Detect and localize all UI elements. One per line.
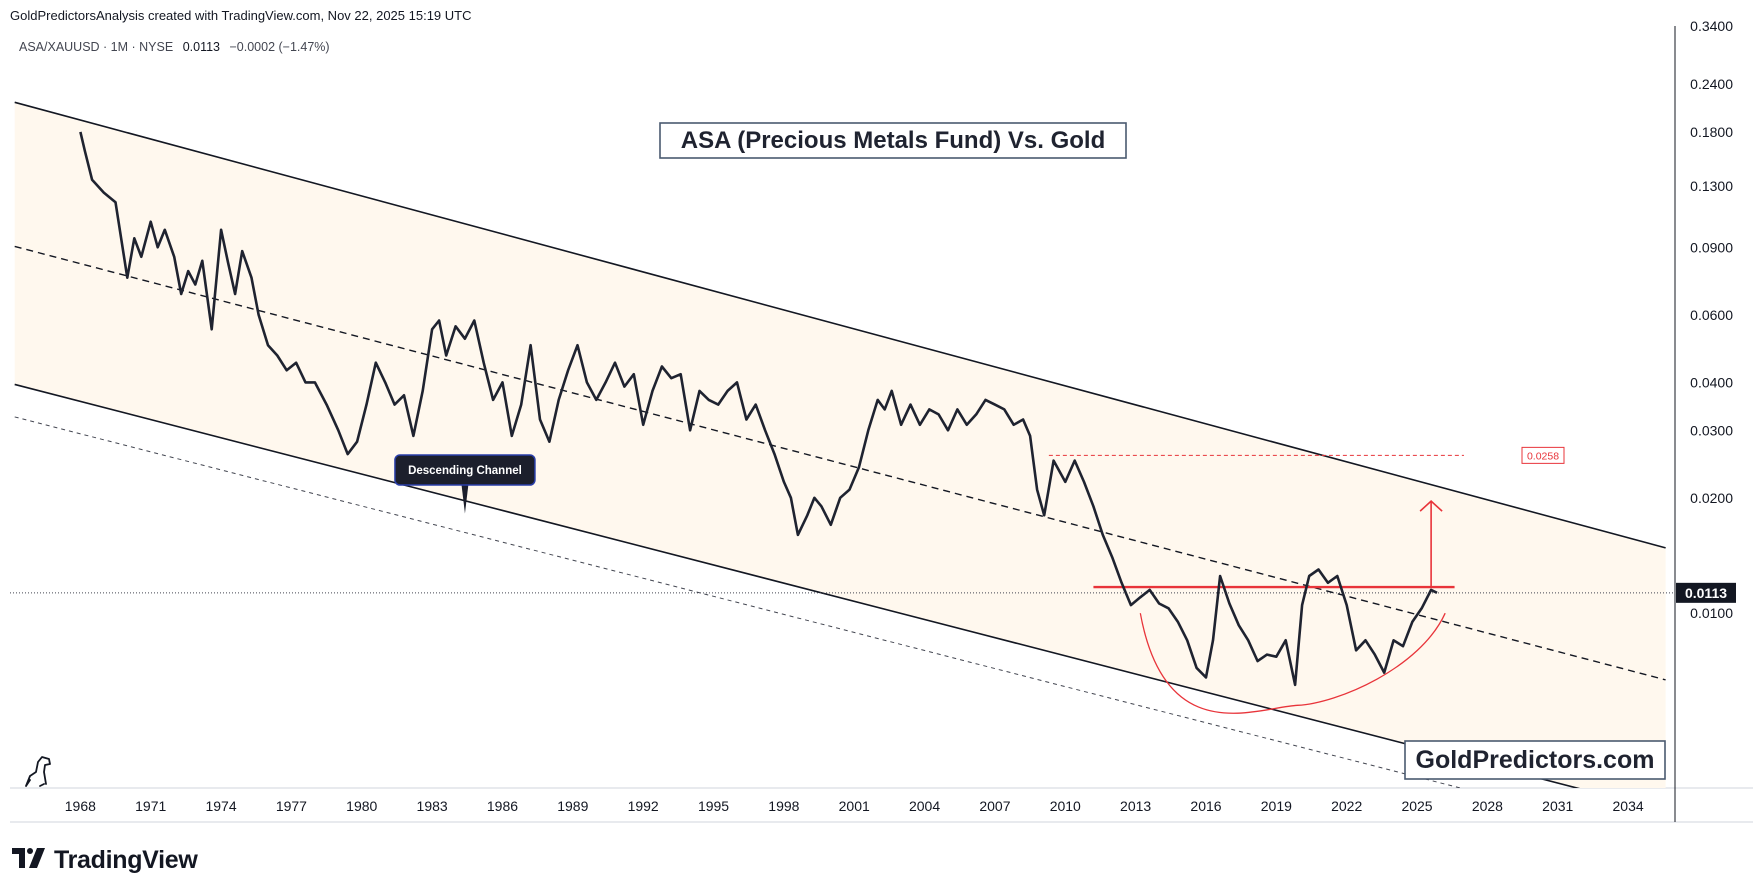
x-tick-label: 1974 — [205, 798, 236, 814]
watermark-text: GoldPredictors.com — [1416, 746, 1655, 774]
x-tick-label: 2004 — [909, 798, 940, 814]
lower-channel-line[interactable] — [14, 383, 1666, 810]
last-price: 0.0113 — [182, 40, 220, 54]
tradingview-logo[interactable]: TradingView — [12, 846, 198, 875]
x-tick-label: 1977 — [276, 798, 307, 814]
x-tick-label: 1992 — [628, 798, 659, 814]
x-tick-label: 2019 — [1261, 798, 1292, 814]
time-axis[interactable]: 1968 1971 1974 1977 1980 1983 1986 1989 1992 1995… — [65, 798, 1644, 814]
y-tick-label: 0.0400 — [1690, 374, 1733, 390]
y-tick-label: 0.0200 — [1690, 490, 1733, 506]
x-tick-label: 2034 — [1613, 798, 1644, 814]
tradingview-logo-text: TradingView — [54, 846, 198, 874]
x-tick-label: 2001 — [839, 798, 870, 814]
last-price-badge-text: 0.0113 — [1685, 585, 1727, 601]
x-tick-label: 1968 — [65, 798, 96, 814]
x-tick-label: 1980 — [346, 798, 377, 814]
chart-frame — [10, 26, 1753, 823]
x-tick-label: 2028 — [1472, 798, 1503, 814]
x-tick-label: 2007 — [979, 798, 1010, 814]
y-tick-label: 0.1800 — [1690, 124, 1733, 140]
x-tick-label: 2025 — [1401, 798, 1432, 814]
x-tick-label: 2016 — [1190, 798, 1221, 814]
upper-channel-line[interactable] — [14, 101, 1666, 549]
y-tick-label: 0.0900 — [1690, 239, 1733, 255]
x-tick-label: 2010 — [1050, 798, 1081, 814]
y-tick-label: 0.1300 — [1690, 178, 1733, 194]
channel-fill — [14, 102, 1666, 788]
target-arrow-head — [1419, 500, 1443, 512]
callout-label: Descending Channel — [408, 465, 522, 477]
chart-title-text: ASA (Precious Metals Fund) Vs. Gold — [681, 127, 1106, 154]
target-price-text: 0.0258 — [1527, 450, 1559, 462]
price-axis[interactable]: 0.3400 0.2400 0.1800 0.1300 0.0900 0.0600 0.04… — [1690, 18, 1733, 621]
x-tick-label: 2031 — [1542, 798, 1573, 814]
y-tick-label: 0.0600 — [1690, 307, 1733, 323]
x-tick-label: 1971 — [135, 798, 166, 814]
x-tick-label: 1989 — [557, 798, 588, 814]
target-price-label: 0.0258 — [1521, 446, 1565, 464]
price-series-line[interactable] — [79, 131, 1438, 687]
channel-midline — [14, 245, 1666, 681]
y-tick-label: 0.2400 — [1690, 76, 1733, 92]
cup-pattern-arc[interactable] — [1139, 612, 1446, 714]
descending-channel-callout[interactable]: Descending Channel — [394, 454, 536, 514]
x-tick-label: 2022 — [1331, 798, 1362, 814]
callout-box — [394, 454, 536, 486]
symbol-info: ASA/XAUUSD · 1M · NYSE 0.0113 −0.0002 (−… — [19, 40, 336, 54]
y-tick-label: 0.3400 — [1690, 18, 1733, 34]
tradingview-logo-icon — [12, 846, 46, 875]
price-change: −0.0002 (−1.47%) — [229, 40, 330, 54]
symbol-label[interactable]: ASA/XAUUSD · 1M · NYSE — [19, 40, 174, 54]
attribution-header: GoldPredictorsAnalysis created with Trad… — [10, 8, 472, 23]
chart-title: ASA (Precious Metals Fund) Vs. Gold — [659, 122, 1127, 159]
x-tick-label: 2013 — [1120, 798, 1151, 814]
watermark: GoldPredictors.com — [1404, 740, 1666, 780]
x-tick-label: 1995 — [698, 798, 729, 814]
dino-icon[interactable] — [25, 756, 51, 787]
x-tick-label: 1983 — [417, 798, 448, 814]
last-price-badge: 0.0113 — [1676, 582, 1736, 603]
y-tick-label: 0.0300 — [1690, 422, 1733, 438]
x-tick-label: 1998 — [768, 798, 799, 814]
y-tick-label: 0.0100 — [1690, 605, 1733, 621]
x-tick-label: 1986 — [487, 798, 518, 814]
